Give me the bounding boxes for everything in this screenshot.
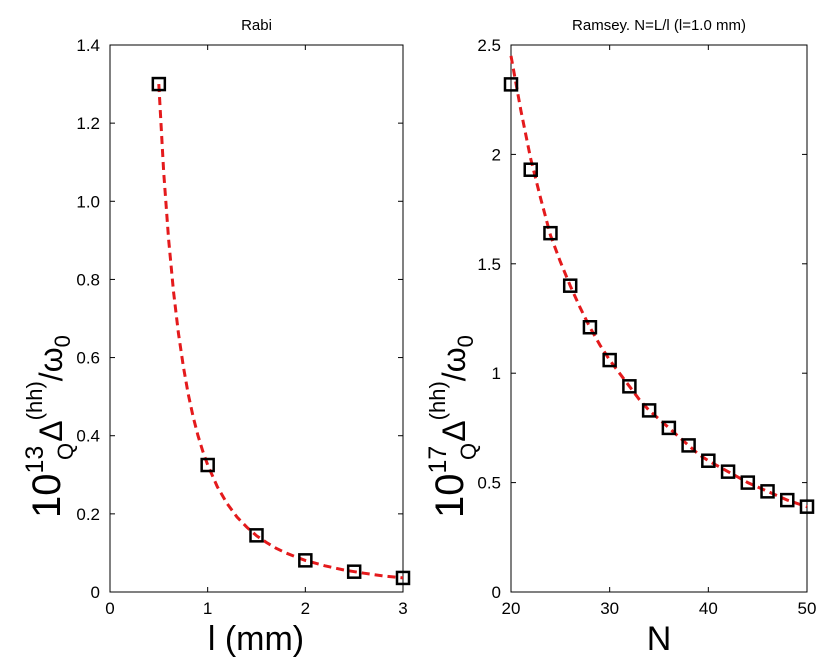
ramsey-data-point	[543, 225, 558, 241]
rabi-data-point	[298, 553, 313, 568]
rabi-ylabel-denominator-sub: 0	[50, 335, 75, 347]
ramsey-data-series	[503, 77, 815, 514]
rabi-ylabel-exp: 13	[21, 446, 49, 474]
ramsey-x-axis: 20 30 40 50	[502, 45, 817, 618]
rabi-ylabel-subscript: Q	[53, 443, 78, 460]
rabi-ytick-label: 1.4	[76, 36, 100, 55]
rabi-fit-series	[157, 84, 404, 580]
ramsey-ytick-label: 2	[492, 145, 501, 164]
rabi-x-label: l (mm)	[208, 620, 304, 658]
ramsey-title: Ramsey. N=L/l (l=1.0 mm)	[572, 17, 746, 34]
rabi-ytick-label: 1.0	[76, 192, 100, 211]
ramsey-ytick-label: 1	[492, 364, 501, 383]
ramsey-fit-line	[509, 55, 808, 509]
ramsey-data-point	[799, 499, 815, 514]
ramsey-data-point	[701, 453, 716, 468]
ramsey-y-label: 1017 Δ(hh)/ω0 Q	[424, 335, 481, 518]
ramsey-ylabel-denominator-sub: 0	[453, 335, 478, 347]
rabi-ytick-label: 0	[91, 583, 100, 602]
ramsey-data-point	[582, 320, 598, 335]
ramsey-data-point	[602, 352, 617, 368]
ramsey-ylabel-exp: 17	[424, 446, 452, 474]
rabi-y-axis: 0 0.2 0.4 0.6 0.8 1.0 1.2 1.4	[76, 36, 403, 602]
rabi-data-point	[395, 570, 411, 586]
rabi-data-point	[249, 528, 264, 543]
rabi-ylabel-superscript: (hh)	[22, 381, 47, 420]
ramsey-data-point	[661, 420, 677, 436]
rabi-xtick-label: 1	[203, 599, 212, 618]
rabi-ytick-label: 0.8	[76, 270, 100, 289]
ramsey-xtick-label: 50	[798, 599, 817, 618]
ramsey-ylabel-base: 10	[428, 474, 472, 519]
rabi-xtick-label: 2	[301, 599, 310, 618]
ramsey-data-point	[681, 438, 696, 453]
rabi-data-point	[151, 76, 167, 92]
ramsey-ylabel-denominator: /ω	[436, 347, 472, 381]
ramsey-fit-series	[509, 55, 808, 509]
ramsey-ylabel-subscript: Q	[456, 443, 481, 460]
rabi-axes-frame	[109, 44, 404, 593]
panel-ramsey: Ramsey. N=L/l (l=1.0 mm) 20 30 40 50 00.511…	[424, 17, 816, 658]
rabi-data-point	[346, 564, 362, 579]
ramsey-data-point	[562, 278, 578, 293]
rabi-ylabel-base: 10	[25, 474, 69, 519]
ramsey-data-point	[523, 162, 538, 177]
ramsey-data-point	[780, 492, 795, 508]
ramsey-x-label: N	[647, 620, 672, 658]
rabi-ytick-label: 0.2	[76, 505, 100, 524]
ramsey-xtick-label: 40	[699, 599, 718, 618]
ramsey-data-point	[622, 379, 637, 394]
ramsey-ytick-label: 2.5	[477, 36, 501, 55]
rabi-x-axis: 0 1 2 3	[105, 45, 408, 618]
ramsey-xtick-label: 20	[502, 599, 521, 618]
ramsey-ylabel-symbol: Δ	[436, 420, 472, 441]
rabi-data-series	[151, 76, 411, 586]
rabi-fit-line	[157, 84, 404, 580]
ramsey-data-point	[641, 403, 657, 418]
rabi-title: Rabi	[241, 17, 272, 34]
ramsey-data-point	[503, 77, 519, 92]
ramsey-data-point	[760, 484, 775, 499]
rabi-data-point	[200, 457, 215, 473]
rabi-ytick-label: 0.4	[76, 427, 100, 446]
rabi-xtick-label: 0	[105, 599, 114, 618]
rabi-xtick-label: 3	[398, 599, 407, 618]
rabi-ytick-label: 0.6	[76, 349, 100, 368]
ramsey-y-axis: 0 0.5 1 1.5 2 2.5	[477, 36, 807, 602]
ramsey-ylabel-superscript: (hh)	[425, 381, 450, 420]
rabi-ylabel-symbol: Δ	[33, 420, 69, 441]
ramsey-ytick-label: 1.5	[477, 255, 501, 274]
ramsey-xtick-label: 30	[600, 599, 619, 618]
svg-text:1013Δ(hh)/ω0: 1013 Δ(hh)/ω0	[21, 335, 75, 518]
rabi-ytick-label: 1.2	[76, 114, 100, 133]
ramsey-data-point	[720, 464, 736, 479]
ramsey-data-point	[740, 475, 756, 490]
rabi-ylabel-denominator: /ω	[33, 347, 69, 381]
ramsey-ytick-label: 0.5	[477, 474, 501, 493]
ramsey-ytick-label: 0	[492, 583, 501, 602]
ramsey-axes-frame	[510, 44, 808, 593]
svg-text:1017Δ(hh)/ω0: 1017 Δ(hh)/ω0	[424, 335, 478, 518]
rabi-y-label: 1013 Δ(hh)/ω0 Q	[21, 335, 78, 518]
